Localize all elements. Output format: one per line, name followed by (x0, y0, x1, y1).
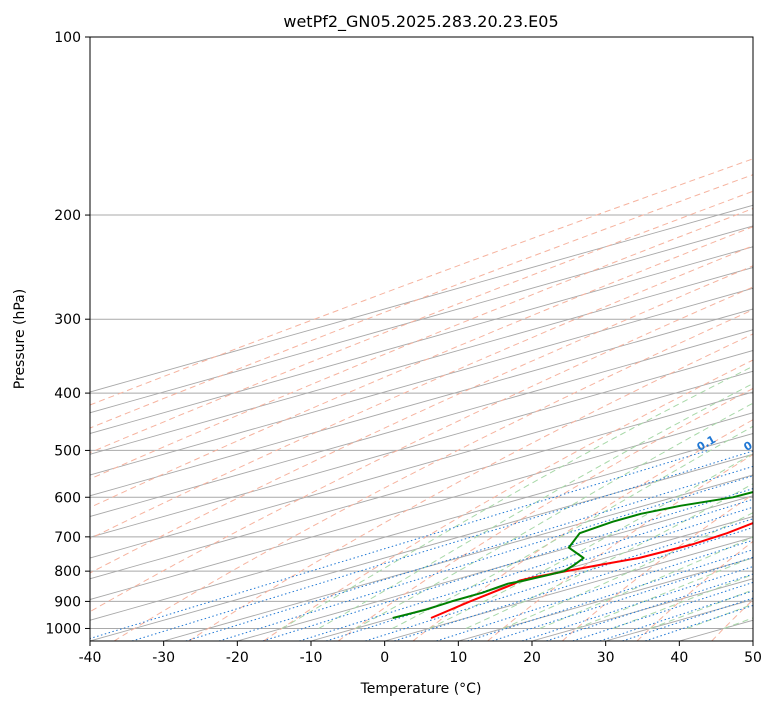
isotherm-line (163, 474, 753, 641)
moist-adiabat-line (465, 483, 753, 629)
dry-adiabat-line (113, 309, 753, 641)
x-tick-label: 40 (670, 650, 688, 666)
isoline-labels: 0.10.20.40.611.52346810131620253036-100-… (695, 433, 765, 454)
temperature-profile-line (430, 521, 753, 619)
x-tick-label: -20 (226, 650, 249, 666)
y-tick-label: 400 (54, 386, 81, 402)
moist-adiabat-line (318, 382, 753, 629)
mixing-ratio-label: 0.2 (742, 433, 765, 454)
y-tick-label: 200 (54, 208, 81, 224)
dry-adiabat-line (263, 359, 753, 641)
x-tick-label: -10 (300, 650, 323, 666)
y-tick-label: 500 (54, 443, 81, 459)
dry-adiabat-line (90, 245, 753, 540)
moist-adiabat-line (428, 452, 753, 629)
moist-adiabat-line (576, 556, 753, 629)
dry-adiabat-line (90, 265, 753, 574)
x-tick-label: -30 (152, 650, 175, 666)
background-lines (90, 158, 753, 641)
isotherm-line (90, 391, 753, 580)
x-tick-label: 0 (380, 650, 389, 666)
y-axis-ticks: 100 200 300 400 500 600 700 800 900 1000 (45, 30, 90, 637)
x-tick-label: 20 (523, 650, 541, 666)
isotherm-line (90, 308, 753, 497)
y-axis-label: Pressure (hPa) (12, 289, 28, 389)
dry-adiabat-line (90, 190, 753, 454)
x-axis-ticks: -40 -30 -20 -10 0 10 20 30 40 50 (79, 641, 762, 666)
mixing-ratio-line (299, 498, 753, 641)
isotherm-line (310, 516, 753, 641)
mixing-ratio-line (131, 450, 753, 641)
y-tick-label: 1000 (45, 621, 81, 637)
moist-adiabat-line (392, 425, 753, 629)
dry-adiabat-line (487, 453, 753, 641)
mixing-ratio-line (572, 581, 753, 641)
isotherm-line (458, 557, 753, 641)
mixing-ratio-line (436, 539, 753, 641)
x-tick-label: -40 (79, 650, 102, 666)
moist-adiabat-line (613, 573, 753, 629)
plot-frame (89, 36, 754, 642)
mixing-ratio-line (325, 506, 753, 641)
dry-adiabat-line (188, 333, 753, 641)
mixing-ratio-line (521, 565, 753, 641)
x-tick-label: 50 (744, 650, 762, 666)
y-tick-label: 700 (54, 530, 81, 546)
y-tick-label: 900 (54, 594, 81, 610)
mixing-ratio-line (467, 549, 753, 641)
dry-adiabat-line (561, 493, 753, 641)
y-tick-label: 300 (54, 312, 81, 328)
x-tick-label: 10 (449, 650, 467, 666)
y-tick-label: 800 (54, 564, 81, 580)
isotherm-line (531, 578, 753, 641)
mixing-ratio-line (218, 475, 753, 641)
dry-adiabat-line (90, 207, 753, 480)
chart-title: wetPf2_GN05.2025.283.20.23.E05 (283, 12, 558, 32)
y-tick-label: 100 (54, 30, 81, 46)
dry-adiabat-line (636, 540, 753, 641)
isotherm-line (90, 370, 753, 559)
moist-adiabat-line (539, 536, 753, 629)
mixing-ratio-line (394, 526, 753, 641)
isotherm-line (90, 204, 753, 393)
dry-adiabat-line (90, 158, 753, 406)
moist-adiabat-line (355, 402, 753, 629)
y-tick-label: 600 (54, 490, 81, 506)
dry-adiabat-line (337, 387, 753, 641)
dry-adiabat-line (412, 419, 753, 641)
isotherm-line (384, 536, 753, 641)
mixing-ratio-line (262, 488, 753, 641)
isotherm-line (90, 329, 753, 517)
chart-grid (90, 37, 753, 641)
isotherm-line (90, 453, 753, 641)
isotherm-line (90, 412, 753, 600)
isotherm-line (90, 225, 753, 414)
isotherm-line (90, 433, 753, 621)
isotherm-line (237, 495, 753, 641)
moist-adiabat-line (502, 512, 753, 629)
mixing-ratio-line (90, 449, 709, 639)
isotherm-line (90, 246, 753, 434)
chart-series (392, 491, 753, 619)
x-axis-label: Temperature (°C) (360, 681, 482, 697)
mixing-ratio-line (185, 465, 753, 641)
mixing-ratio-line (546, 573, 753, 641)
moist-adiabat-line (723, 617, 753, 629)
mixing-ratio-line (622, 597, 753, 641)
moist-adiabat-line (686, 603, 753, 629)
moist-adiabat-line (281, 365, 753, 629)
mixing-ratio-line (492, 556, 753, 641)
x-tick-label: 30 (597, 650, 615, 666)
isotherm-line (679, 619, 753, 641)
isotherm-line (90, 267, 753, 455)
isotherm-line (90, 287, 753, 476)
dry-adiabat-line (90, 286, 753, 613)
isotherm-line (752, 640, 753, 641)
dewpoint-profile-line (392, 491, 753, 619)
